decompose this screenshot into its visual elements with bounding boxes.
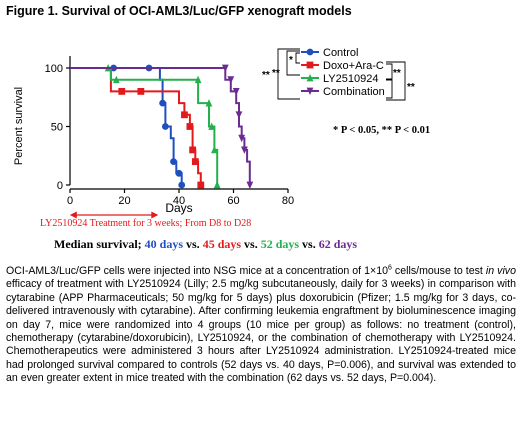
y-tick-label: 50 xyxy=(51,122,63,134)
data-point-doxo xyxy=(189,146,197,154)
description-italic: in vivo xyxy=(485,265,516,277)
x-tick-label: 20 xyxy=(118,195,130,207)
legend-marker-control xyxy=(306,48,314,56)
legend-label-combination: Combination xyxy=(323,86,385,98)
x-tick-label: 0 xyxy=(67,195,73,207)
series-line-combination xyxy=(70,67,251,185)
figure-title: Figure 1. Survival of OCI-AML3/Luc/GFP x… xyxy=(6,4,352,18)
bracket-control-doxo xyxy=(295,52,300,64)
x-ticks: 0 20 40 60 80 xyxy=(67,189,294,207)
significance-brackets xyxy=(277,48,406,101)
data-point-combination xyxy=(246,181,254,189)
data-point-ly xyxy=(211,145,218,154)
y-axis-label: Percent survival xyxy=(13,87,25,165)
series-control xyxy=(70,64,186,189)
legend-label-doxo: Doxo+Ara-C xyxy=(323,60,384,72)
data-point-control xyxy=(159,99,167,107)
sig-label-control-doxo: * xyxy=(289,55,293,66)
data-point-combination xyxy=(221,64,229,72)
data-point-control xyxy=(161,123,169,130)
description-part-1: OCI-AML3/Luc/GFP cells were injected int… xyxy=(6,265,388,277)
treatment-window xyxy=(69,211,159,219)
median-vs-3: vs. xyxy=(302,237,316,251)
data-point-ly xyxy=(213,181,221,189)
median-vs-1: vs. xyxy=(186,237,200,251)
treatment-caption: LY2510924 Treatment for 3 weeks; From D8… xyxy=(40,218,251,229)
median-survival-label: Median survival; xyxy=(54,237,142,251)
data-point-doxo xyxy=(181,111,188,119)
legend-marker-combination xyxy=(306,87,314,95)
data-point-doxo xyxy=(197,181,205,189)
data-point-combination xyxy=(241,146,248,154)
bracket-doxo-combination-right xyxy=(386,61,406,101)
description-part-2: cells/mouse to test xyxy=(391,265,486,277)
data-point-doxo xyxy=(137,88,145,95)
median-control: 40 days xyxy=(144,237,184,251)
series-ly xyxy=(70,64,221,189)
data-point-control xyxy=(175,169,183,177)
x-tick-label: 40 xyxy=(173,195,185,207)
data-point-ly xyxy=(208,122,216,130)
series-layer xyxy=(70,64,254,189)
description-part-3: efficacy of treatment with LY2510924 (Li… xyxy=(6,278,516,385)
sig-label-doxo-combination: ** xyxy=(407,82,415,93)
legend-label-ly: LY2510924 xyxy=(323,73,378,85)
median-vs-2: vs. xyxy=(244,237,258,251)
chart-axes xyxy=(69,56,288,190)
y-tick-label: 0 xyxy=(57,180,63,192)
bracket-control-ly xyxy=(286,50,300,76)
description-exponent: 6 xyxy=(388,264,392,272)
data-point-doxo xyxy=(191,158,199,165)
y-tick-label: 100 xyxy=(45,63,63,75)
data-point-combination xyxy=(238,134,246,143)
median-combination: 62 days xyxy=(318,237,358,251)
data-point-doxo xyxy=(118,88,126,95)
bracket-ly-combination-right xyxy=(386,79,393,99)
series-line-doxo xyxy=(70,67,202,185)
bracket-control-combination xyxy=(277,48,300,100)
sig-label-control-ly: ** xyxy=(272,68,280,79)
significance-note: * P < 0.05, ** P < 0.01 xyxy=(333,125,430,136)
y-ticks: 0 50 100 xyxy=(45,63,70,192)
data-point-control xyxy=(170,158,177,166)
figure-description: OCI-AML3/Luc/GFP cells were injected int… xyxy=(6,264,516,386)
data-point-combination xyxy=(227,76,235,84)
bracket-doxo-ly-right xyxy=(386,63,393,80)
series-line-ly xyxy=(70,67,219,185)
series-combination xyxy=(70,64,254,189)
series-doxo xyxy=(70,67,205,189)
data-point-combination xyxy=(235,111,243,119)
x-tick-label: 60 xyxy=(227,195,239,207)
treatment-arrow-head-right xyxy=(151,211,159,219)
legend-marker-ly xyxy=(306,74,314,82)
median-doxo: 45 days xyxy=(202,237,242,251)
data-point-ly xyxy=(112,75,120,84)
data-point-combination xyxy=(232,88,240,96)
sig-label-doxo-ly: ** xyxy=(393,68,401,79)
legend-label-control: Control xyxy=(323,47,358,59)
survival-chart: 0 50 100 0 20 40 60 80 Percent survival Days L… xyxy=(13,47,430,229)
data-point-control xyxy=(178,181,186,189)
x-axis-label: Days xyxy=(165,201,192,215)
data-point-ly xyxy=(194,75,202,84)
median-survival-line: Median survival; 40 days vs. 45 days vs.… xyxy=(54,237,357,252)
legend-marker-doxo xyxy=(306,61,314,69)
median-ly: 52 days xyxy=(260,237,300,251)
data-point-ly xyxy=(205,99,213,107)
treatment-arrow-head-left xyxy=(69,211,77,219)
significance-labels: * ** ** ** ** xyxy=(262,55,415,93)
x-tick-label: 80 xyxy=(282,195,294,207)
sig-label-control-combination: ** xyxy=(262,70,270,81)
data-point-doxo xyxy=(186,123,194,130)
